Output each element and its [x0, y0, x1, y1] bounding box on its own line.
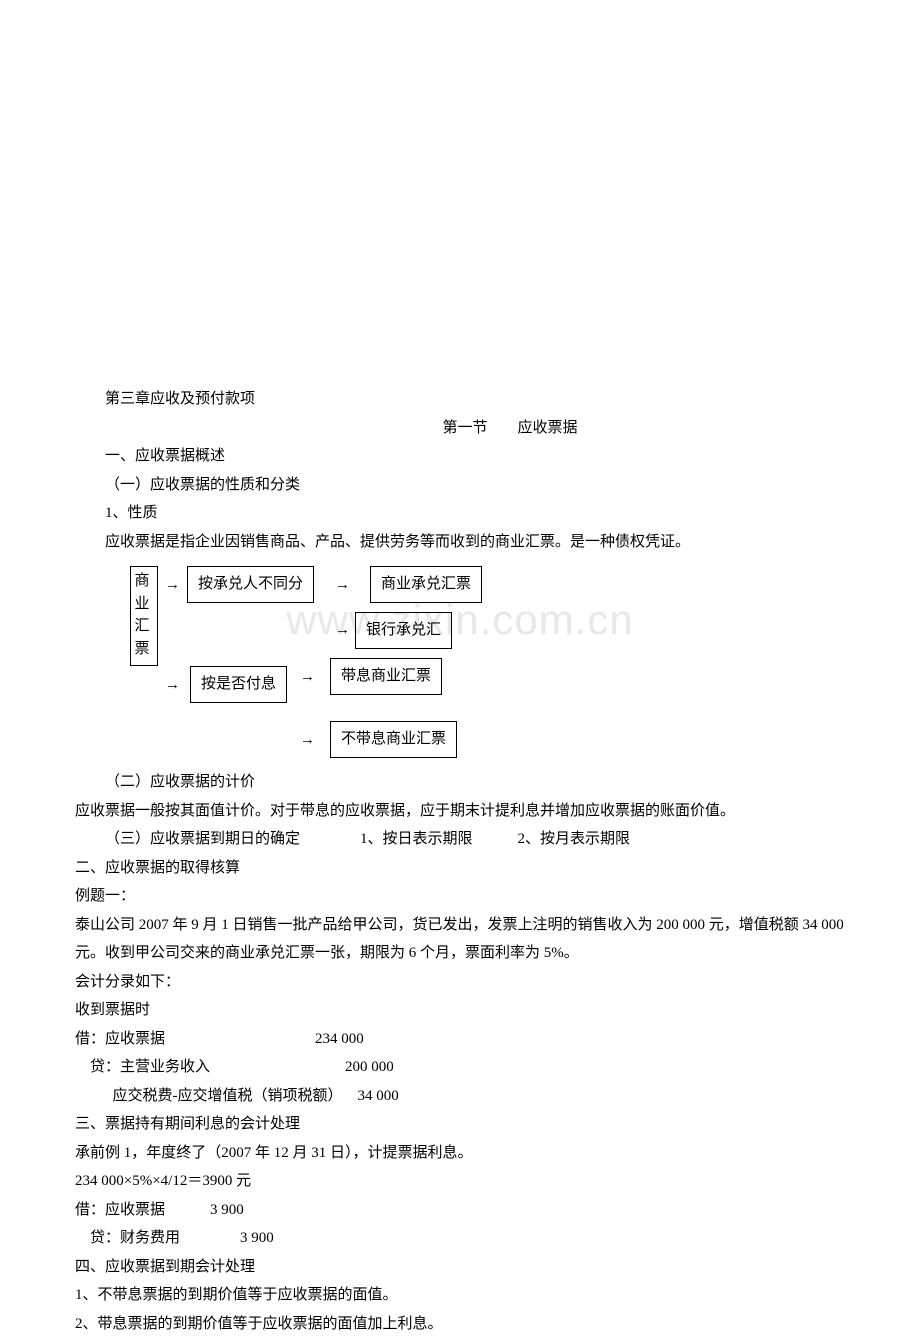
heading-1-3: （三）应收票据到期日的确定 1、按日表示期限 2、按月表示期限: [75, 825, 845, 854]
arrow-icon: →: [335, 616, 350, 645]
flowchart-leaf-4-box: 不带息商业汇票: [330, 721, 457, 758]
flowchart-branch-2-box: 按是否付息: [190, 666, 287, 703]
heading-4-2: 2、带息票据的到期价值等于应收票据的面值加上利息。: [75, 1310, 845, 1338]
arrow-icon: →: [335, 571, 350, 600]
arrow-icon: →: [165, 671, 180, 700]
entry-1-line-3: 应交税费-应交增值税（销项税额） 34 000: [75, 1082, 845, 1111]
arrow-icon: →: [300, 663, 315, 692]
entry-2-line-2: 贷：财务费用 3 900: [75, 1224, 845, 1253]
flowchart-branch-1-box: 按承兑人不同分: [187, 566, 314, 603]
entry-header: 会计分录如下：: [75, 968, 845, 997]
heading-4: 四、应收票据到期会计处理: [75, 1253, 845, 1282]
heading-3-text: 承前例 1，年度终了（2007 年 12 月 31 日），计提票据利息。: [75, 1139, 845, 1168]
entry-1-title: 收到票据时: [75, 996, 845, 1025]
flowchart-leaf-3-box: 带息商业汇票: [330, 658, 442, 695]
heading-4-1: 1、不带息票据的到期价值等于应收票据的面值。: [75, 1281, 845, 1310]
chapter-title: 第三章应收及预付款项: [75, 385, 845, 414]
paragraph-pricing: 应收票据一般按其面值计价。对于带息的应收票据，应于期末计提利息并增加应收票据的账…: [75, 797, 845, 826]
section-1-title: 第一节 应收票据: [75, 414, 845, 443]
flowchart-diagram: 商业汇票 → 按承兑人不同分 → 商业承兑汇票 → 银行承兑汇 → 按是否付息 …: [130, 566, 845, 766]
arrow-icon: →: [165, 571, 180, 600]
heading-1-2: （二）应收票据的计价: [75, 768, 845, 797]
flowchart-leaf-2-box: 银行承兑汇: [355, 612, 452, 649]
heading-2: 二、应收票据的取得核算: [75, 854, 845, 883]
entry-1-line-1: 借：应收票据 234 000: [75, 1025, 845, 1054]
heading-1-1-1: 1、性质: [75, 499, 845, 528]
flowchart-leaf-1-box: 商业承兑汇票: [370, 566, 482, 603]
flowchart-root-box: 商业汇票: [130, 566, 158, 666]
example-1-text: 泰山公司 2007 年 9 月 1 日销售一批产品给甲公司，货已发出，发票上注明…: [75, 911, 845, 968]
arrow-icon: →: [300, 726, 315, 755]
entry-1-line-2: 贷：主营业务收入 200 000: [75, 1053, 845, 1082]
heading-1-1: （一）应收票据的性质和分类: [75, 471, 845, 500]
document-content: 第三章应收及预付款项 第一节 应收票据 一、应收票据概述 （一）应收票据的性质和…: [75, 385, 845, 1338]
heading-3-calc: 234 000×5%×4/12＝3900 元: [75, 1167, 845, 1196]
example-1-label: 例题一：: [75, 882, 845, 911]
entry-2-line-1: 借：应收票据 3 900: [75, 1196, 845, 1225]
heading-3: 三、票据持有期间利息的会计处理: [75, 1110, 845, 1139]
heading-1: 一、应收票据概述: [75, 442, 845, 471]
paragraph-nature: 应收票据是指企业因销售商品、产品、提供劳务等而收到的商业汇票。是一种债权凭证。: [75, 528, 845, 557]
